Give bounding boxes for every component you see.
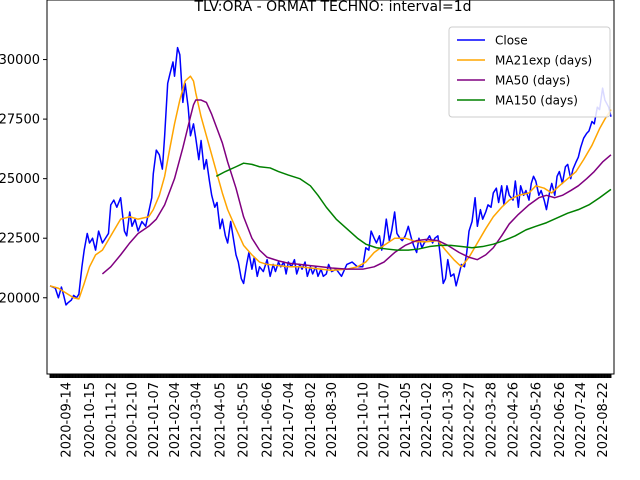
x-tick-label: 2021-04-05 — [214, 382, 229, 458]
x-tick-label: 2022-06-26 — [553, 382, 568, 458]
series-line-2 — [101, 99, 612, 275]
y-tick-label: 22500 — [0, 232, 40, 247]
x-tick-label: 2022-02-27 — [463, 382, 478, 458]
legend-label: MA50 (days) — [495, 74, 570, 88]
y-tick-label: 25000 — [0, 172, 40, 187]
chart-title: TLV:ORA - ORMAT TECHNO: interval=1d — [193, 0, 471, 15]
x-tick-label: 2020-11-12 — [104, 382, 119, 458]
y-axis: 20000 22500 25000 27500 30000 — [0, 53, 47, 306]
legend: Close MA21exp (days) MA50 (days) MA150 (day… — [448, 26, 611, 118]
series-line-3 — [215, 162, 612, 251]
x-tick-label: 2022-04-26 — [507, 382, 522, 458]
x-tick-label: 2020-09-14 — [59, 382, 74, 458]
x-tick-label: 2021-07-04 — [282, 382, 297, 458]
x-tick-label: 2022-05-26 — [529, 382, 544, 458]
plot-frame — [46, 0, 615, 375]
x-tick-label: 2022-07-24 — [574, 382, 589, 458]
x-tick-label: 2021-10-10 — [356, 382, 371, 458]
x-tick-label: 2022-01-02 — [420, 382, 435, 458]
y-tick-label: 20000 — [0, 291, 40, 306]
x-tick-label: 2021-08-30 — [325, 382, 340, 458]
x-axis: 2020-09-14 2020-10-15 2020-11-12 2020-12-10… — [49, 374, 612, 458]
legend-label: MA21exp (days) — [495, 54, 592, 68]
x-tick-label: 2022-01-30 — [441, 382, 456, 458]
x-tick-label: 2021-06-06 — [261, 382, 276, 458]
x-tick-label: 2021-08-02 — [304, 382, 319, 458]
x-tick-label: 2020-12-10 — [126, 382, 141, 458]
x-tick-label: 2022-03-28 — [485, 382, 500, 458]
legend-label: MA150 (days) — [495, 94, 578, 108]
legend-label: Close — [495, 34, 528, 48]
series-line-1 — [49, 75, 612, 300]
x-tick-label: 2021-05-05 — [236, 382, 251, 458]
x-tick-label: 2022-08-22 — [596, 382, 611, 458]
x-tick-label: 2021-02-04 — [168, 382, 183, 458]
legend-frame — [448, 26, 611, 118]
x-tick-label: 2021-12-05 — [399, 382, 414, 458]
y-tick-label: 27500 — [0, 113, 40, 128]
plot-lines — [49, 46, 612, 306]
x-tick-label: 2021-11-07 — [378, 382, 393, 458]
x-tick-label: 2020-10-15 — [83, 382, 98, 458]
series-line-0 — [49, 46, 612, 306]
y-tick-label: 30000 — [0, 53, 40, 68]
x-tick-label: 2021-01-07 — [147, 382, 162, 458]
x-tick-label: 2021-03-04 — [189, 382, 204, 458]
